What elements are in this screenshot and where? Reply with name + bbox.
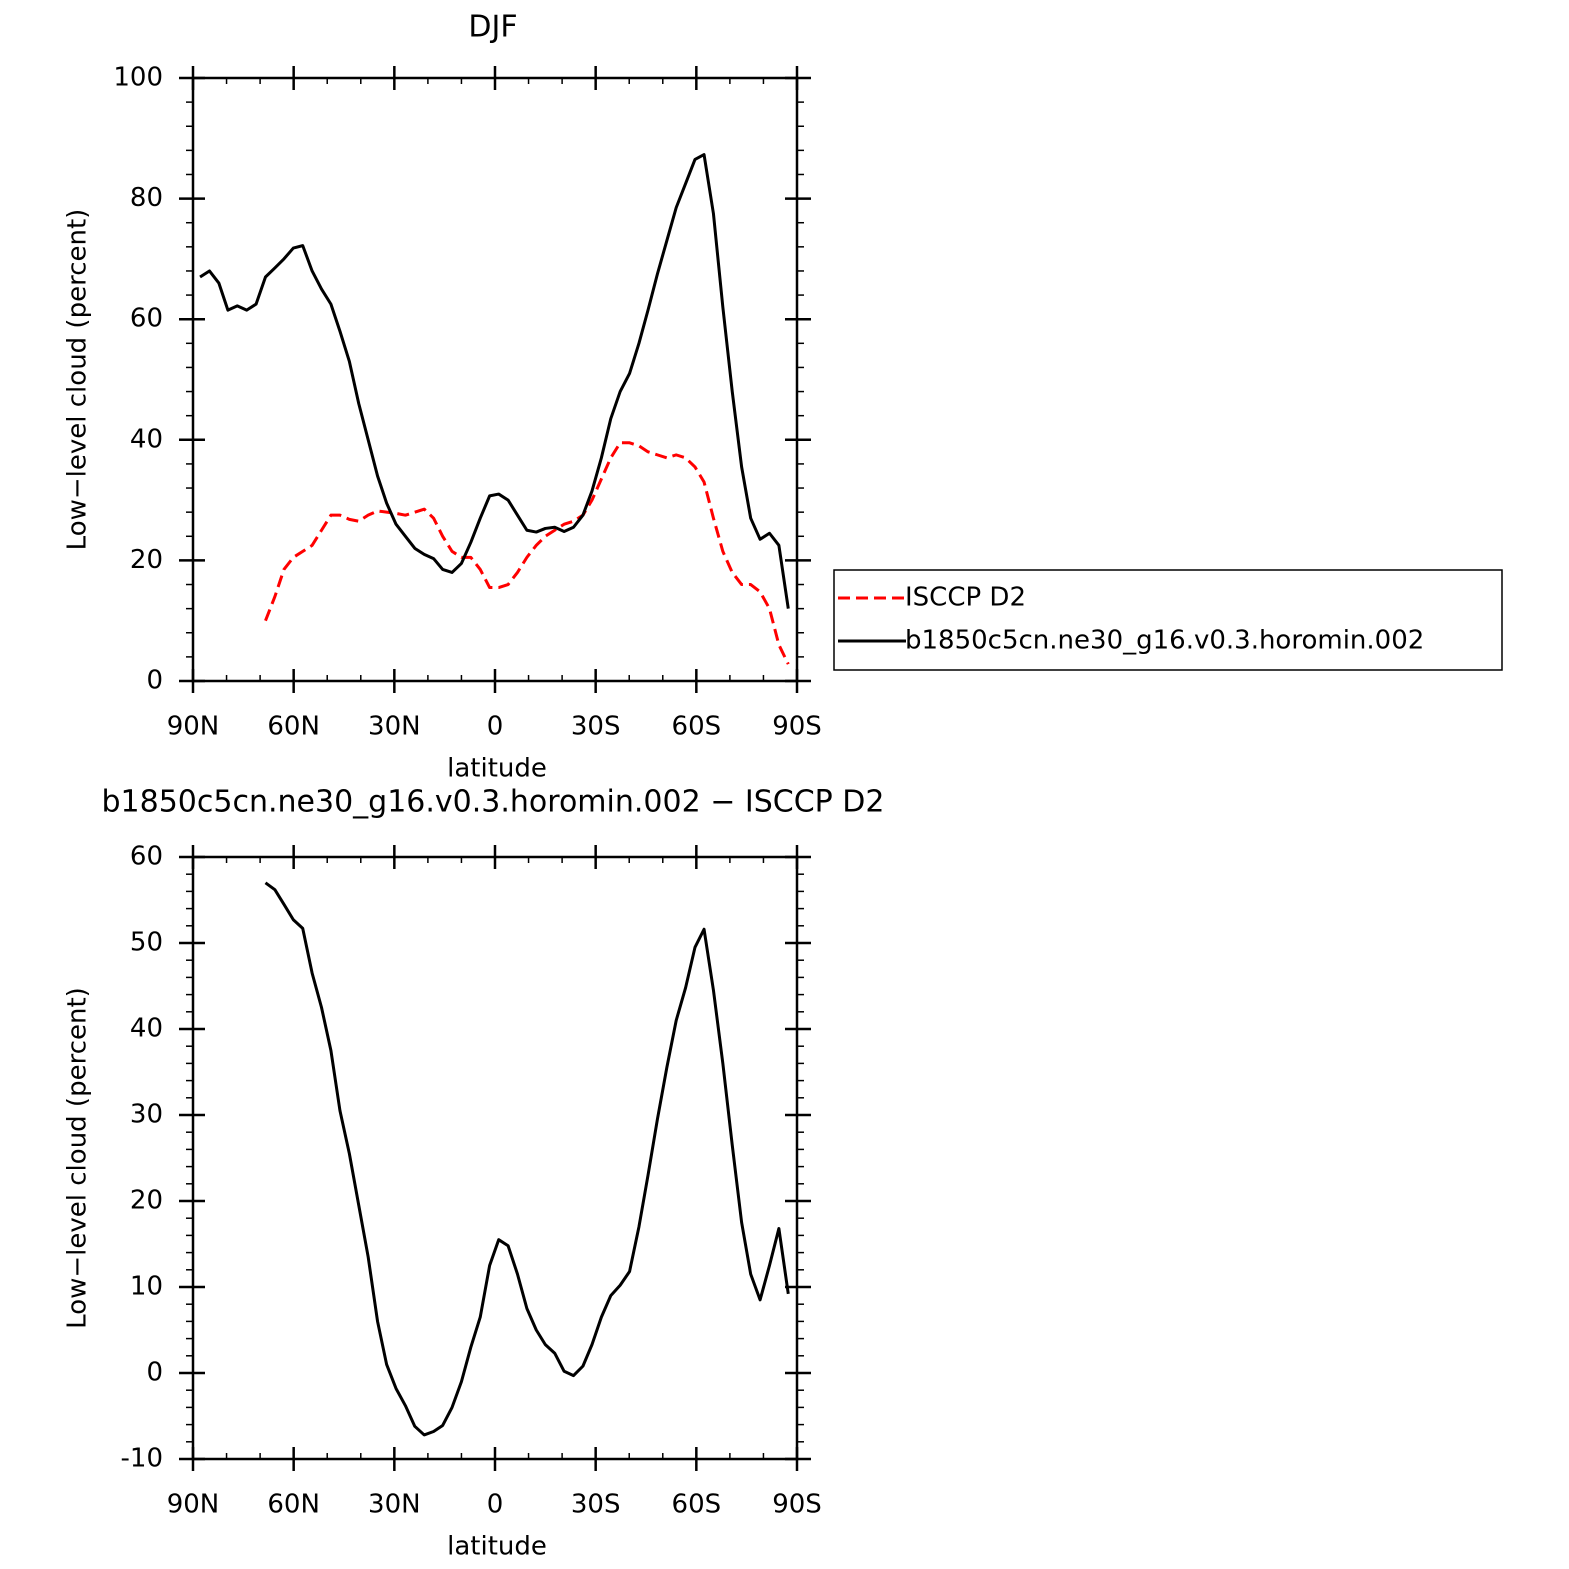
y-tick-label: 50 — [130, 928, 163, 958]
x-tick-label: 60S — [672, 1490, 722, 1520]
legend-box — [833, 569, 1503, 671]
legend-label: b1850c5cn.ne30_g16.v0.3.horomin.002 — [905, 626, 1424, 656]
y-axis-label: Low−level cloud (percent) — [63, 987, 93, 1329]
data-line — [264, 881, 790, 1437]
x-tick-label: 0 — [487, 1490, 504, 1520]
x-tick-label: 60S — [672, 712, 722, 742]
y-tick-label: 40 — [130, 1014, 163, 1044]
x-axis-label: latitude — [447, 1532, 547, 1562]
y-tick-label: 60 — [130, 304, 163, 334]
y-tick-label: 60 — [130, 842, 163, 872]
y-tick-label: 0 — [146, 666, 163, 696]
x-tick-label: 30S — [571, 1490, 621, 1520]
x-tick-label: 60N — [267, 1490, 320, 1520]
x-tick-label: 90N — [167, 712, 220, 742]
x-tick-label: 90N — [167, 1490, 220, 1520]
y-axis-label: Low−level cloud (percent) — [63, 209, 93, 551]
chart-title: b1850c5cn.ne30_g16.v0.3.horomin.002 − IS… — [102, 785, 885, 820]
y-tick-label: 20 — [130, 545, 163, 575]
y-tick-label: 100 — [113, 63, 163, 93]
legend-label: ISCCP D2 — [905, 583, 1026, 613]
y-tick-label: 40 — [130, 424, 163, 454]
y-tick-label: -10 — [121, 1444, 163, 1474]
x-axis-label: latitude — [447, 754, 547, 784]
y-tick-label: 0 — [146, 1358, 163, 1388]
x-tick-label: 0 — [487, 712, 504, 742]
x-tick-label: 30S — [571, 712, 621, 742]
data-line — [264, 441, 790, 665]
chart-title: DJF — [468, 10, 517, 45]
x-tick-label: 30N — [368, 1490, 421, 1520]
y-tick-label: 10 — [130, 1272, 163, 1302]
x-tick-label: 90S — [772, 712, 822, 742]
x-tick-label: 30N — [368, 712, 421, 742]
y-tick-label: 80 — [130, 183, 163, 213]
y-tick-label: 20 — [130, 1186, 163, 1216]
x-tick-label: 60N — [267, 712, 320, 742]
y-tick-label: 30 — [130, 1100, 163, 1130]
data-line — [199, 153, 790, 609]
x-tick-label: 90S — [772, 1490, 822, 1520]
